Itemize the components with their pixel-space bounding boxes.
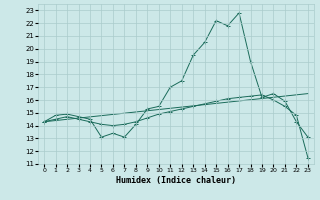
X-axis label: Humidex (Indice chaleur): Humidex (Indice chaleur) [116,176,236,185]
